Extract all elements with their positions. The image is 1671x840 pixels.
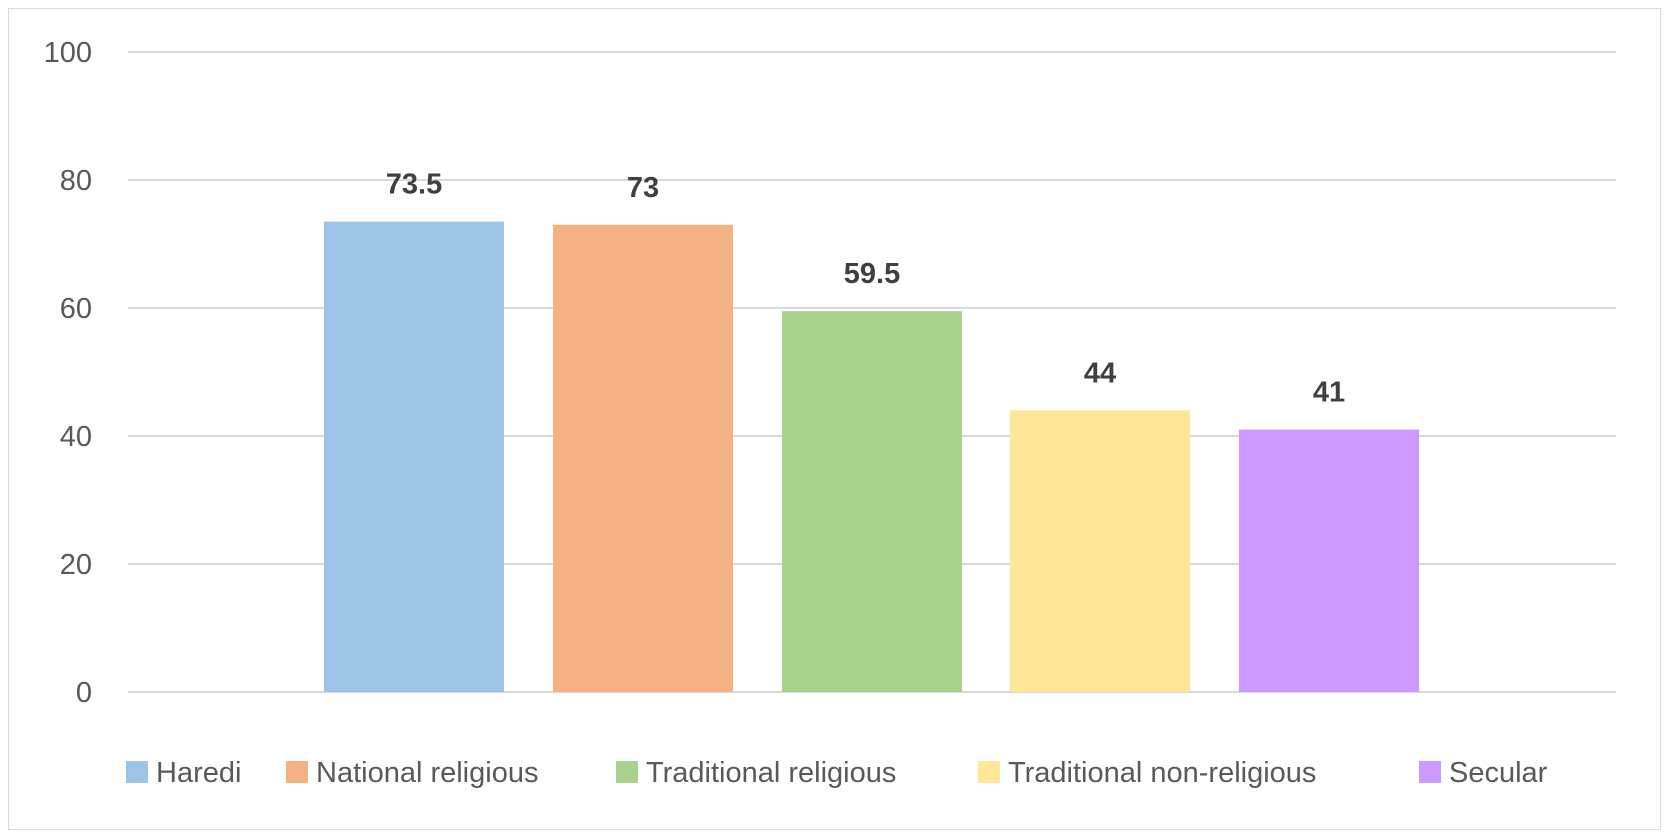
bar	[1010, 410, 1190, 692]
bars	[324, 221, 1419, 693]
y-tick-label: 0	[76, 677, 92, 709]
legend-label: Traditional religious	[646, 757, 896, 789]
bar	[553, 224, 733, 693]
legend-swatch	[1419, 761, 1441, 783]
data-labels: 73.5 73 59.5 44 41	[386, 169, 1345, 409]
y-tick-label: 20	[60, 549, 92, 581]
data-label: 44	[1084, 357, 1116, 389]
legend: Haredi National religious Traditional reli…	[126, 757, 1548, 789]
legend-swatch	[978, 761, 1000, 783]
y-tick-label: 100	[44, 37, 92, 69]
bar	[1239, 429, 1419, 692]
legend-swatch	[286, 761, 308, 783]
legend-label: Haredi	[156, 757, 241, 789]
bar	[782, 311, 962, 692]
legend-swatch	[126, 761, 148, 783]
y-tick-label: 80	[60, 165, 92, 197]
legend-label: National religious	[316, 757, 538, 789]
y-tick-label: 40	[60, 421, 92, 453]
y-axis: 0 20 40 60 80 100	[44, 37, 92, 709]
legend-label: Traditional non-religious	[1008, 757, 1316, 789]
legend-swatch	[616, 761, 638, 783]
data-label: 41	[1313, 377, 1345, 409]
data-label: 73	[627, 172, 659, 204]
y-tick-label: 60	[60, 293, 92, 325]
bar	[324, 221, 504, 692]
data-label: 59.5	[844, 258, 900, 290]
data-label: 73.5	[386, 169, 442, 201]
legend-label: Secular	[1449, 757, 1548, 789]
